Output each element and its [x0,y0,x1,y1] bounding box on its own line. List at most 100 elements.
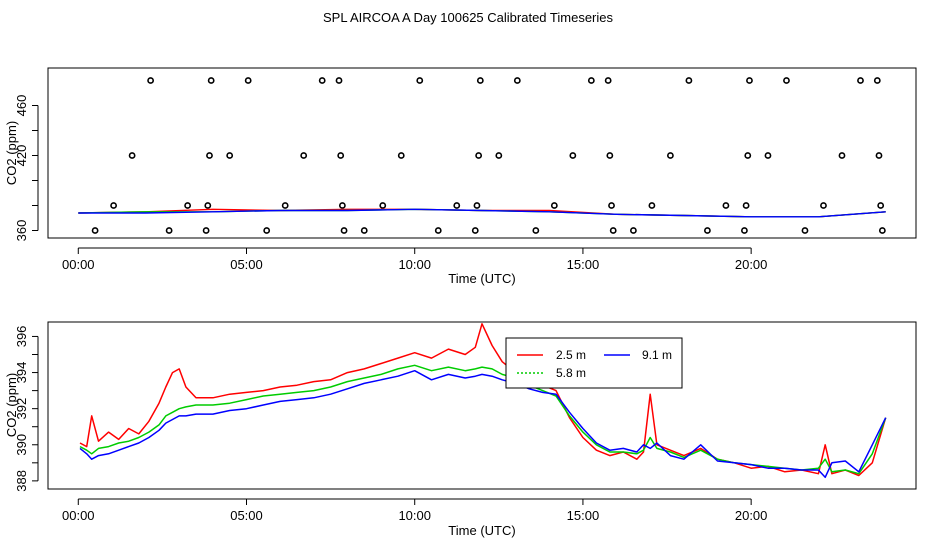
data-point [263,227,271,234]
data-point [587,77,595,84]
y-tick-label: 390 [14,434,29,456]
data-point [337,152,345,159]
data-point [204,202,212,209]
y-tick-label: 360 [14,220,29,242]
legend-label-2-5m: 2.5 m [556,348,586,362]
x-tick-label: 05:00 [230,257,263,272]
data-point [722,202,730,209]
y-tick-label: 392 [14,398,29,420]
legend-box [505,337,683,389]
x-tick-label: 15:00 [567,508,600,523]
legend-label-9-1m: 9.1 m [642,348,672,362]
data-point [110,202,118,209]
x-tick-label: 10:00 [398,257,431,272]
data-point [338,202,346,209]
x-tick-label: 20:00 [735,508,768,523]
data-point [857,77,864,84]
bottom-y-label: CO2 (ppm) [4,373,19,437]
data-point [875,152,883,159]
data-point [416,77,424,84]
data-point [550,202,558,209]
bottom-y-axis: 388 390 392 394 396 [14,326,39,492]
data-point [202,227,210,234]
data-point [244,77,252,84]
data-point [226,152,234,159]
top-y-axis: 360 420 460 [14,95,39,242]
data-point [340,227,348,234]
data-point [475,152,483,159]
legend: 2.5 m 5.8 m 9.1 m [505,337,683,389]
bottom-panel: 00:00 05:00 10:00 15:00 20:00 388 390 392 394 39… [4,321,917,538]
x-tick-label: 00:00 [62,257,95,272]
data-point [476,77,484,84]
data-point [335,77,343,84]
data-point [128,152,136,159]
data-point [783,77,790,84]
data-point [318,77,326,84]
series-line-5-8-m [79,364,887,475]
series-line-9-1-m [79,369,887,479]
data-point [206,152,213,159]
data-point [184,202,192,209]
data-point [379,202,387,209]
data-point [608,202,615,209]
y-tick-label: 420 [14,145,29,167]
data-point [453,202,461,209]
bottom-series-lines [79,323,887,479]
data-point [360,227,368,234]
x-tick-label: 10:00 [398,508,431,523]
top-scatter-points [91,77,886,234]
data-point [513,77,521,84]
data-point [569,152,577,159]
data-point [165,227,173,234]
y-tick-label: 394 [14,362,29,384]
x-tick-label: 00:00 [62,508,95,523]
data-point [147,77,155,84]
data-point [873,77,881,84]
data-point [764,152,772,159]
top-series-lines [78,208,886,218]
data-point [300,152,308,159]
x-tick-label: 20:00 [735,257,768,272]
x-tick-label: 05:00 [230,508,263,523]
data-point [667,152,674,159]
data-point [838,152,846,159]
data-point [604,77,612,84]
data-point [471,227,479,234]
data-point [473,202,481,209]
data-point [741,227,748,234]
series-line-2-5-m [79,323,887,477]
chart-title: SPL AIRCOA A Day 100625 Calibrated Times… [323,10,614,25]
top-x-label: Time (UTC) [448,271,515,286]
data-point [877,202,885,209]
data-point [91,227,99,234]
data-point [609,227,617,234]
bottom-x-axis: 00:00 05:00 10:00 15:00 20:00 [62,498,768,523]
bottom-x-label: Time (UTC) [448,523,515,538]
top-plot-frame [47,67,917,239]
data-point [744,152,752,159]
data-point [648,202,656,209]
series-line-9-1-m [78,208,886,218]
y-tick-label: 460 [14,95,29,117]
data-point [207,77,215,84]
data-point [629,227,637,234]
data-point [606,152,614,159]
data-point [685,77,693,84]
data-point [532,227,540,234]
data-point [434,227,442,234]
top-x-axis: 00:00 05:00 10:00 15:00 20:00 [62,247,768,272]
data-point [495,152,503,159]
data-point [878,227,886,234]
data-point [397,152,405,159]
bottom-plot-frame [47,321,917,490]
x-tick-label: 15:00 [567,257,600,272]
y-tick-label: 388 [14,470,29,492]
legend-label-5-8m: 5.8 m [556,366,586,380]
top-y-label: CO2 (ppm) [4,121,19,185]
data-point [742,202,750,209]
data-point [704,227,711,234]
data-point [746,77,753,84]
